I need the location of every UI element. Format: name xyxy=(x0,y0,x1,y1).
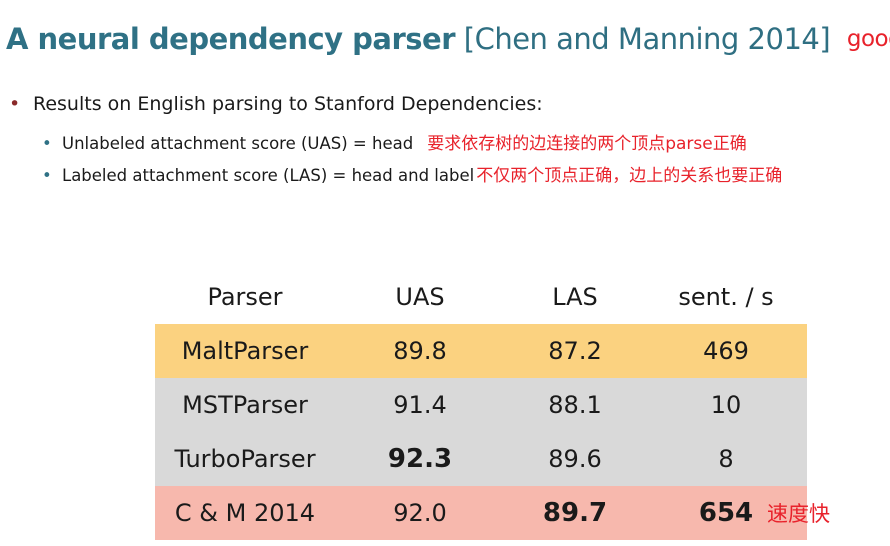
table-header-row: Parser UAS LAS sent. / s xyxy=(155,270,807,324)
title-annotation: good xyxy=(846,26,890,52)
table-cell: 10 xyxy=(710,391,742,419)
table-row-maltparser: MaltParser 89.8 87.2 469 xyxy=(155,324,807,378)
header-parser: Parser xyxy=(207,283,283,311)
bullet-dot-icon: • xyxy=(42,166,52,185)
table-cell: MSTParser xyxy=(182,391,308,419)
table-cell: 8 xyxy=(718,445,734,473)
bullet-results-text: Results on English parsing to Stanford D… xyxy=(33,93,543,115)
header-las: LAS xyxy=(552,283,598,311)
table-cell: TurboParser xyxy=(174,445,316,473)
bullet-las: • Labeled attachment score (LAS) = head a… xyxy=(42,161,782,186)
header-speed: sent. / s xyxy=(678,283,774,311)
bullet-uas: • Unlabeled attachment score (UAS) = head… xyxy=(42,129,747,154)
uas-annotation: 要求依存树的边连接的两个顶点parse正确 xyxy=(427,134,747,154)
results-table: Parser UAS LAS sent. / s MaltParser 89.8… xyxy=(155,270,807,540)
table-cell: MaltParser xyxy=(181,337,309,365)
table-row-cm2014: C & M 2014 92.0 89.7 654 xyxy=(155,486,807,540)
bullet-dot-icon: • xyxy=(42,134,52,153)
table-cell: C & M 2014 xyxy=(174,499,316,527)
table-cell: 88.1 xyxy=(548,391,602,419)
table-cell: 87.2 xyxy=(548,337,602,365)
table-row-turboparser: TurboParser 92.3 89.6 8 xyxy=(155,432,807,486)
title-citation: [Chen and Manning 2014] xyxy=(463,22,831,56)
title-main: A neural dependency parser xyxy=(6,22,456,56)
table-cell: 469 xyxy=(703,337,749,365)
bullet-las-text: Labeled attachment score (LAS) = head an… xyxy=(62,166,475,185)
table-cell-best-speed: 654 xyxy=(698,498,754,528)
table-cell-best-las: 89.7 xyxy=(542,498,608,528)
bullet-uas-text: Unlabeled attachment score (UAS) = head xyxy=(62,134,414,153)
bullet-results: • Results on English parsing to Stanford … xyxy=(9,93,543,115)
table-cell: 89.6 xyxy=(548,445,602,473)
las-annotation: 不仅两个顶点正确，边上的关系也要正确 xyxy=(476,166,783,186)
table-cell-best-uas: 92.3 xyxy=(387,444,453,474)
table-cell: 92.0 xyxy=(393,499,447,527)
header-uas: UAS xyxy=(395,283,445,311)
speed-annotation: 速度快 xyxy=(767,502,830,526)
table-row-mstparser: MSTParser 91.4 88.1 10 xyxy=(155,378,807,432)
slide-title: A neural dependency parser [Chen and Man… xyxy=(6,20,890,58)
table-cell: 89.8 xyxy=(393,337,447,365)
bullet-dot-icon: • xyxy=(9,93,21,115)
table-cell: 91.4 xyxy=(393,391,447,419)
